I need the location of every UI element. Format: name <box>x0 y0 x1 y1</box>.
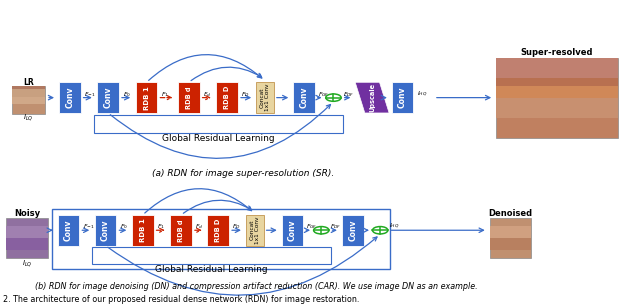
Text: $F_1$: $F_1$ <box>161 90 169 99</box>
Text: RDB d: RDB d <box>186 86 192 109</box>
Text: $F_{-1}$: $F_{-1}$ <box>84 90 96 99</box>
Text: RDB d: RDB d <box>178 219 184 242</box>
Text: Concat
1x1 Conv: Concat 1x1 Conv <box>260 84 270 111</box>
Bar <box>6 226 48 238</box>
Bar <box>282 215 303 246</box>
Text: $F_D$: $F_D$ <box>241 90 250 99</box>
Bar <box>52 209 390 269</box>
Text: 2. The architecture of our proposed residual dense network (RDN) for image resto: 2. The architecture of our proposed resi… <box>3 295 360 304</box>
Text: Conv: Conv <box>65 87 74 108</box>
Bar <box>207 215 229 246</box>
Text: (b) RDN for image denoising (DN) and compression artifact reduction (CAR). We us: (b) RDN for image denoising (DN) and com… <box>35 282 477 291</box>
Text: $F_{DF}$: $F_{DF}$ <box>343 90 355 99</box>
Text: $I_{LQ}$: $I_{LQ}$ <box>23 113 33 123</box>
Text: $F_0$: $F_0$ <box>120 222 128 231</box>
Bar <box>170 215 192 246</box>
Text: Noisy: Noisy <box>14 209 40 218</box>
Text: RDB 1: RDB 1 <box>140 218 146 242</box>
Bar <box>92 247 331 264</box>
Text: LR: LR <box>23 78 33 87</box>
Text: $F_d$: $F_d$ <box>203 90 211 99</box>
Bar <box>12 89 45 97</box>
Bar <box>256 82 274 113</box>
Text: $I_{LQ}$: $I_{LQ}$ <box>22 258 33 269</box>
Bar <box>6 238 48 250</box>
Bar <box>392 82 413 113</box>
Text: $F_{-1}$: $F_{-1}$ <box>83 222 94 231</box>
Text: $F_d$: $F_d$ <box>195 222 203 231</box>
Bar <box>496 98 618 118</box>
Text: Global Residual Learning: Global Residual Learning <box>163 134 275 143</box>
Text: Conv: Conv <box>101 220 110 241</box>
Text: Conv: Conv <box>300 87 308 108</box>
Bar <box>178 82 200 113</box>
Bar <box>293 82 315 113</box>
Bar <box>12 86 45 114</box>
Bar <box>12 97 45 104</box>
Bar <box>216 82 238 113</box>
Text: Conv: Conv <box>64 220 73 241</box>
Bar <box>496 58 618 78</box>
Text: $I_{HQ}$: $I_{HQ}$ <box>389 222 399 231</box>
Bar <box>136 82 157 113</box>
Text: $F_{DF}$: $F_{DF}$ <box>330 222 342 231</box>
Bar <box>132 215 154 246</box>
Text: RDB D: RDB D <box>215 219 221 242</box>
Bar <box>246 215 264 246</box>
Bar <box>12 86 45 91</box>
Bar <box>94 115 343 133</box>
Polygon shape <box>355 82 389 113</box>
Text: Super-resolved: Super-resolved <box>520 48 593 57</box>
Bar <box>97 82 119 113</box>
Text: $F_{GF}$: $F_{GF}$ <box>306 222 317 231</box>
Text: Conv: Conv <box>288 220 297 241</box>
Bar <box>490 226 531 238</box>
Bar <box>496 58 618 138</box>
Text: Conv: Conv <box>348 220 357 241</box>
Text: RDB D: RDB D <box>224 86 230 109</box>
Text: Upscale: Upscale <box>369 83 375 112</box>
Bar <box>58 215 79 246</box>
Bar <box>95 215 116 246</box>
Bar <box>496 78 618 86</box>
Text: Concat
1x1 Conv: Concat 1x1 Conv <box>250 216 260 244</box>
Text: Conv: Conv <box>398 87 407 108</box>
Text: $F_1$: $F_1$ <box>157 222 164 231</box>
Text: $F_0$: $F_0$ <box>123 90 131 99</box>
Bar <box>6 218 48 258</box>
Text: RDB 1: RDB 1 <box>143 86 150 110</box>
Bar <box>342 215 364 246</box>
Text: $F_{GF}$: $F_{GF}$ <box>318 90 330 99</box>
Text: $I_{HQ}$: $I_{HQ}$ <box>417 90 427 99</box>
Text: Denoised: Denoised <box>488 209 532 218</box>
Bar <box>490 218 531 258</box>
Text: (a) RDN for image super-resolution (SR).: (a) RDN for image super-resolution (SR). <box>152 169 334 178</box>
Bar <box>496 78 618 98</box>
Text: $F_D$: $F_D$ <box>232 222 241 231</box>
Text: Global Residual Learning: Global Residual Learning <box>155 265 268 274</box>
Bar <box>59 82 81 113</box>
Text: Conv: Conv <box>104 87 113 108</box>
Bar <box>490 238 531 250</box>
